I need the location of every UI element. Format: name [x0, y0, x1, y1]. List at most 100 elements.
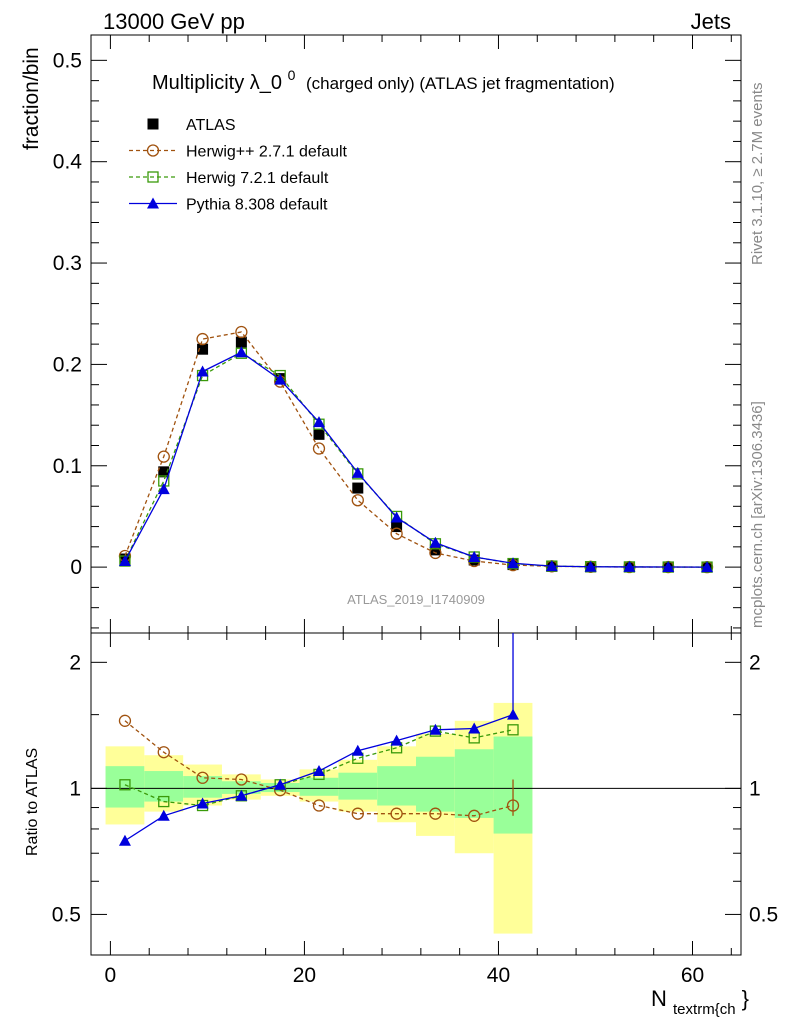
ratio-band-inner: [183, 776, 222, 798]
y-tick-label: 0.2: [53, 353, 82, 376]
ratio-tick-label-right: 2: [749, 651, 761, 674]
ratio-band-inner: [221, 781, 261, 794]
data-point-atlas: [429, 544, 441, 556]
legend-label: Herwig 7.2.1 default: [186, 170, 329, 187]
ratio-point-herwig7: [507, 724, 519, 736]
y-axis-label: fraction/bin: [20, 47, 43, 150]
ratio-point-herwigpp: [118, 714, 132, 727]
ratio-line-herwig7: [124, 729, 514, 807]
data-point-pythia: [157, 483, 170, 495]
ratio-point-pythia: [235, 789, 248, 801]
ratio-tick-label-right: 0.5: [749, 903, 778, 926]
data-point-pythia: [701, 561, 714, 573]
ratio-point-herwig7: [119, 779, 131, 791]
main-axes: 0 0.1 0.2 0.3 0.4 0.5: [53, 34, 742, 634]
ratio-line-herwigpp: [124, 720, 514, 817]
data-point-herwigpp: [390, 527, 403, 540]
data-point-atlas: [352, 482, 364, 494]
legend-marker-herwig7: [147, 171, 159, 183]
ratio-point-pythia: [390, 734, 403, 746]
ratio-uncertainty-bands: [105, 702, 533, 934]
data-point-atlas: [235, 336, 247, 348]
x-tick-label: 0: [105, 964, 117, 987]
data-point-pythia: [429, 536, 442, 548]
data-point-pythia: [584, 560, 597, 572]
mcplots-label: mcplots.cern.ch [arXiv:1306.3436]: [749, 401, 766, 628]
data-point-herwigpp: [157, 450, 170, 463]
ratio-tick-label: 0.5: [52, 903, 81, 926]
ratio-frame: [90, 632, 742, 956]
legend-marker-pythia: [147, 197, 159, 209]
ratio-point-herwigpp: [390, 807, 403, 820]
ratio-axis-label: Ratio to ATLAS: [24, 748, 41, 856]
y-tick-label: 0: [70, 556, 82, 579]
data-point-pythia: [623, 560, 636, 572]
data-point-atlas: [197, 343, 209, 355]
ratio-point-herwigpp: [429, 807, 442, 820]
ratio-point-pythia: [429, 723, 442, 735]
ratio-point-herwigpp: [157, 746, 170, 759]
plot-title-sup: 0: [288, 67, 296, 83]
legend-label: Herwig++ 2.7.1 default: [186, 144, 348, 161]
ratio-point-pythia: [274, 778, 287, 790]
data-point-pythia: [390, 511, 403, 523]
ratio-point-pythia: [468, 722, 481, 734]
legend-label: ATLAS: [186, 117, 236, 134]
ratio-tick-label: 1: [69, 777, 81, 800]
ratio-band-inner: [299, 777, 339, 796]
ratio-point-herwigpp: [196, 771, 209, 784]
ratio-band-inner: [338, 772, 378, 800]
ratio-point-pythia: [118, 834, 131, 846]
ratio-point-herwigpp: [235, 773, 248, 786]
ratio-point-herwigpp: [312, 799, 326, 812]
data-point-pythia: [662, 561, 675, 573]
ratio-band-inner: [377, 766, 416, 806]
data-point-atlas: [391, 521, 403, 533]
data-point-herwigpp: [196, 332, 209, 346]
x-tick-label: 40: [487, 964, 510, 987]
x-tick-label: 60: [681, 964, 704, 987]
data-point-pythia: [235, 346, 248, 358]
ratio-point-herwig7: [158, 795, 170, 808]
y-tick-label: 0.1: [53, 455, 82, 478]
series-line-herwig7: [124, 352, 708, 568]
ratio-point-herwigpp: [468, 809, 481, 822]
ratio-point-pythia: [312, 765, 325, 777]
x-axis-label: N textrm{ch }: [651, 986, 749, 1019]
data-point-pythia: [274, 373, 287, 385]
x-tick-label: 20: [293, 964, 316, 987]
x-axis-label-tail: }: [742, 986, 749, 1011]
plot-title-rest: (charged only) (ATLAS jet fragmentation): [306, 74, 615, 93]
collision-label: 13000 GeV pp: [103, 9, 245, 34]
legend-marker-atlas: [147, 118, 159, 130]
data-point-pythia: [196, 365, 209, 377]
data-point-atlas: [313, 428, 325, 440]
ratio-axes: 0.5 0.51 12 20 20 40 60: [52, 632, 778, 987]
x-axis-label-sub: textrm{ch: [673, 1001, 736, 1018]
data-point-pythia: [545, 560, 558, 572]
analysis-id: ATLAS_2019_I1740909: [347, 592, 485, 607]
data-point-pythia: [507, 557, 520, 569]
ratio-point-herwigpp: [351, 807, 364, 820]
data-point-atlas: [158, 466, 170, 478]
y-tick-label: 0.4: [53, 151, 83, 174]
ratio-band-inner: [416, 756, 455, 812]
data-point-herwigpp: [351, 494, 364, 507]
ratio-point-pythia: [351, 744, 364, 756]
ratio-band-inner: [454, 749, 494, 818]
data-point-herwigpp: [312, 442, 326, 455]
data-point-pythia: [351, 466, 364, 478]
plot-title-main: Multiplicity λ_0: [152, 72, 282, 94]
x-axis-label-main: N: [651, 986, 667, 1011]
ratio-band-inner: [105, 766, 145, 808]
ratio-point-pythia: [196, 797, 209, 809]
legend-label: Pythia 8.308 default: [186, 197, 328, 214]
data-point-pythia: [312, 416, 325, 428]
y-tick-label: 0.3: [53, 252, 82, 275]
series-layer: [118, 325, 714, 846]
data-point-pythia: [468, 550, 481, 562]
ratio-tick-label: 2: [69, 651, 81, 674]
series-line-pythia: [124, 351, 708, 568]
data-point-pythia: [118, 555, 131, 567]
